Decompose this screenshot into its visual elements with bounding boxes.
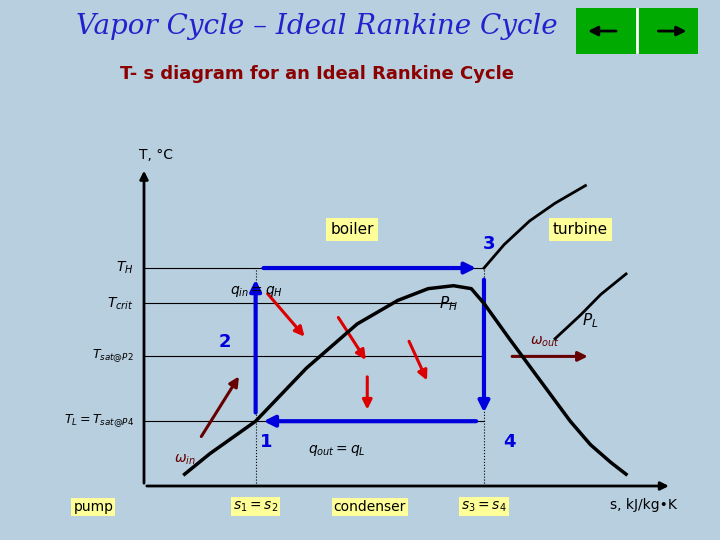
Text: $s_1 = s_2$: $s_1 = s_2$: [233, 500, 278, 514]
Text: turbine: turbine: [553, 222, 608, 237]
Text: $\omega_{out}$: $\omega_{out}$: [530, 334, 559, 349]
Text: $P_H$: $P_H$: [439, 294, 458, 313]
Text: $P_L$: $P_L$: [582, 312, 599, 330]
Text: 2: 2: [219, 333, 231, 350]
Text: s, kJ/kg•K: s, kJ/kg•K: [610, 498, 677, 512]
Text: $T_{crit}$: $T_{crit}$: [107, 295, 134, 312]
Text: condenser: condenser: [333, 500, 406, 514]
Text: $s_3 = s_4$: $s_3 = s_4$: [462, 500, 507, 514]
Text: T- s diagram for an Ideal Rankine Cycle: T- s diagram for an Ideal Rankine Cycle: [120, 65, 514, 83]
Text: $q_{in} = q_H$: $q_{in} = q_H$: [230, 284, 283, 299]
Text: $T_{sat@P2}$: $T_{sat@P2}$: [92, 348, 134, 365]
Text: $q_{out} = q_L$: $q_{out} = q_L$: [308, 443, 366, 458]
Text: Vapor Cycle – Ideal Rankine Cycle: Vapor Cycle – Ideal Rankine Cycle: [76, 14, 557, 40]
Text: $T_H$: $T_H$: [117, 260, 134, 276]
Text: 1: 1: [259, 433, 272, 451]
Text: $\omega_{in}$: $\omega_{in}$: [174, 453, 196, 467]
Text: 3: 3: [483, 235, 495, 253]
Text: boiler: boiler: [330, 222, 374, 237]
Text: 4: 4: [503, 433, 516, 451]
Text: T, °C: T, °C: [139, 148, 173, 162]
Text: pump: pump: [73, 500, 113, 514]
Text: $T_L = T_{sat@P4}$: $T_L = T_{sat@P4}$: [63, 413, 134, 430]
